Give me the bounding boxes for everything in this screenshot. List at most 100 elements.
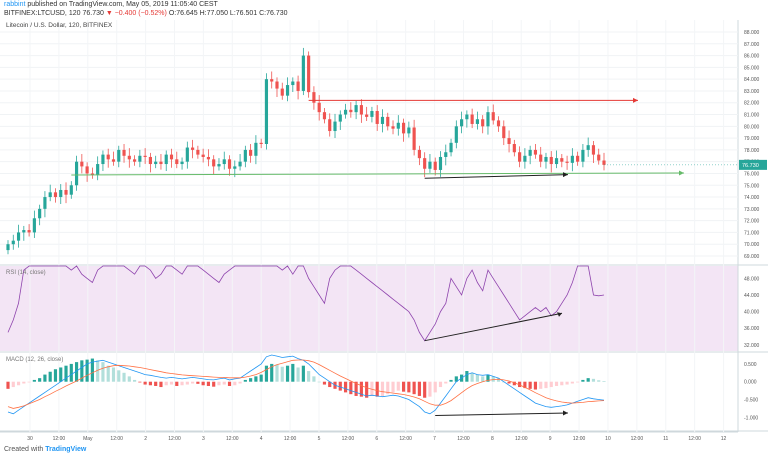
candle-body bbox=[101, 154, 105, 165]
candle-body bbox=[496, 120, 501, 127]
macd-histogram-bar bbox=[549, 381, 553, 388]
macd-histogram-bar bbox=[69, 363, 73, 382]
macd-histogram-bar bbox=[80, 360, 84, 382]
time-tick-label: 12:00 bbox=[688, 436, 701, 442]
macd-histogram-bar bbox=[317, 381, 321, 383]
macd-histogram-bar bbox=[285, 365, 290, 382]
time-tick-label: 12:00 bbox=[168, 436, 181, 442]
time-tick-label: 8 bbox=[491, 436, 494, 442]
candle-body bbox=[507, 138, 511, 144]
price-divergence-line bbox=[424, 174, 569, 179]
candle-body bbox=[359, 105, 363, 115]
candle-body bbox=[38, 208, 42, 219]
macd-histogram-bar bbox=[164, 381, 168, 386]
candle-body bbox=[59, 189, 63, 198]
rsi-label: RSI (14, close) bbox=[6, 270, 46, 276]
macd-histogram-bar bbox=[486, 374, 490, 382]
macd-histogram-bar bbox=[343, 381, 348, 393]
macd-histogram-bar bbox=[138, 381, 142, 383]
author-link[interactable]: rabbint bbox=[4, 1, 26, 8]
candle-body bbox=[565, 161, 569, 163]
macd-histogram-bar bbox=[243, 379, 247, 382]
candle-body bbox=[243, 149, 247, 162]
candle-body bbox=[539, 154, 543, 162]
macd-histogram-bar bbox=[90, 358, 94, 382]
macd-histogram-bar bbox=[544, 381, 548, 389]
macd-histogram-bar bbox=[454, 376, 458, 382]
candle-body bbox=[386, 116, 390, 127]
candle-body bbox=[523, 155, 527, 162]
candle-body bbox=[233, 166, 237, 169]
price-tick-label: 72.000 bbox=[744, 219, 760, 225]
candle-body bbox=[554, 158, 559, 165]
price-tick-label: 80.000 bbox=[744, 124, 760, 130]
candle-body bbox=[43, 197, 47, 209]
time-tick-label: 7 bbox=[433, 436, 436, 442]
candle-body bbox=[486, 112, 490, 127]
tradingview-logo-text[interactable]: TradingView bbox=[45, 446, 87, 453]
rsi-tick-label: 48.000 bbox=[744, 276, 760, 282]
rsi-divergence-line bbox=[424, 312, 563, 342]
candle-body bbox=[333, 121, 337, 132]
candle-body bbox=[475, 119, 479, 124]
macd-histogram-bar bbox=[38, 378, 42, 382]
price-tick-label: 83.000 bbox=[744, 89, 760, 95]
macd-histogram-bar bbox=[354, 381, 358, 396]
macd-histogram-bar bbox=[270, 363, 274, 382]
candle-body bbox=[301, 55, 305, 91]
time-tick-label: 12:00 bbox=[284, 436, 297, 442]
candle-body bbox=[22, 230, 26, 233]
time-tick-label: 12:00 bbox=[515, 436, 528, 442]
candle-body bbox=[365, 114, 369, 117]
macd-histogram-bar bbox=[444, 381, 448, 384]
candle-body bbox=[154, 161, 158, 165]
macd-histogram-bar bbox=[280, 366, 284, 382]
macd-histogram-bar bbox=[27, 381, 31, 383]
macd-histogram-bar bbox=[491, 376, 495, 382]
macd-histogram-bar bbox=[597, 380, 601, 382]
macd-histogram-bar bbox=[22, 381, 26, 384]
candle-body bbox=[296, 81, 300, 91]
macd-histogram-bar bbox=[386, 381, 390, 395]
macd-line bbox=[7, 354, 605, 415]
macd-label: MACD (12, 26, close) bbox=[6, 357, 63, 363]
macd-histogram-bar bbox=[338, 381, 342, 391]
candle-body bbox=[85, 166, 89, 174]
candle-body bbox=[570, 155, 574, 163]
candle-body bbox=[285, 85, 290, 96]
price-tick-label: 81.000 bbox=[744, 113, 760, 119]
candle-body bbox=[69, 185, 73, 195]
price-tick-label: 84.000 bbox=[744, 77, 760, 83]
candle-body bbox=[328, 119, 332, 132]
macd-histogram-bar bbox=[217, 381, 221, 386]
macd-histogram-bar bbox=[428, 381, 432, 397]
macd-histogram-bar bbox=[275, 364, 279, 382]
macd-histogram-bar bbox=[185, 381, 189, 385]
macd-signal-line bbox=[7, 359, 605, 409]
candle-body bbox=[164, 154, 168, 165]
price-tick-label: 82.000 bbox=[744, 101, 760, 107]
candle-body bbox=[460, 119, 464, 127]
macd-histogram-bar bbox=[449, 379, 453, 382]
candle-body bbox=[138, 155, 142, 162]
candle-body bbox=[74, 161, 79, 186]
candle-body bbox=[133, 159, 137, 162]
macd-histogram-bar bbox=[196, 381, 200, 384]
candle-body bbox=[518, 152, 522, 162]
candle-body bbox=[11, 240, 15, 245]
macd-histogram-bar bbox=[127, 376, 131, 382]
macd-tick-label: 0.500 bbox=[744, 362, 757, 368]
macd-histogram-bar bbox=[301, 365, 305, 382]
time-tick-label: 3 bbox=[202, 436, 205, 442]
resistance-arrow-icon bbox=[633, 97, 638, 103]
price-tick-label: 70.000 bbox=[744, 242, 760, 248]
macd-histogram-bar bbox=[602, 380, 606, 382]
macd-histogram-bar bbox=[106, 365, 110, 382]
candle-body bbox=[254, 142, 258, 156]
price-tick-label: 85.000 bbox=[744, 65, 760, 71]
price-tick-label: 69.000 bbox=[744, 254, 760, 260]
macd-tick-label: -0.500 bbox=[744, 398, 758, 404]
macd-histogram-bar bbox=[122, 372, 126, 382]
candle-body bbox=[127, 155, 131, 160]
